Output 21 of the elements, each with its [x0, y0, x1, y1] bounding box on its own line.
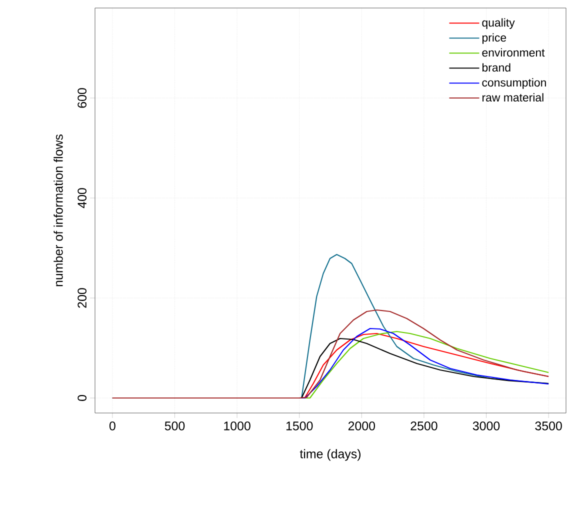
y-tick-label: 200 [78, 288, 86, 308]
x-tick-label: 2000 [348, 422, 376, 430]
x-tick-label: 500 [164, 422, 185, 430]
legend-label: price [482, 33, 506, 44]
x-tick-label: 3500 [535, 422, 562, 430]
x-axis-title: time (days) [300, 449, 361, 461]
legend-label: raw material [482, 93, 544, 102]
line-series [112, 309, 550, 399]
legend-label: environment [482, 48, 545, 57]
legend-label: consumption [482, 78, 546, 89]
x-tick-label: 1000 [224, 422, 250, 430]
legend-label: brand [482, 63, 510, 72]
y-tick-label: 600 [78, 88, 86, 108]
legend-label: quality [482, 18, 515, 29]
y-tick-label: 400 [78, 188, 86, 208]
x-tick-label: 2500 [410, 422, 438, 430]
x-tick-label: 1500 [286, 422, 313, 430]
y-axis-title: number of information flows [54, 134, 63, 286]
x-tick-label: 3000 [472, 422, 500, 430]
x-tick-label: 0 [109, 422, 116, 430]
y-tick-label: 0 [78, 395, 86, 401]
